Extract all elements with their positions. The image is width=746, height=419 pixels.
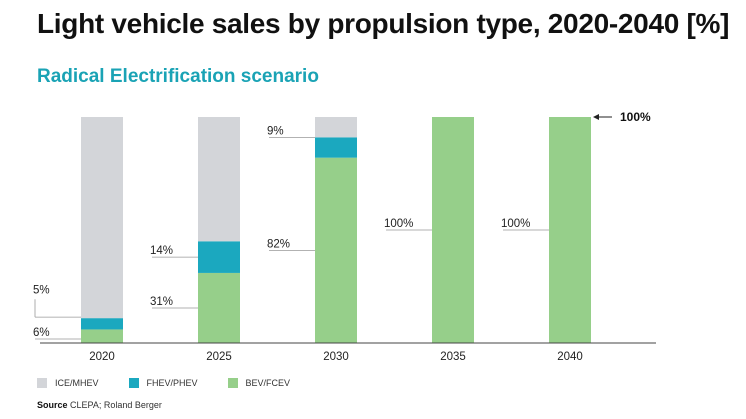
data-label-2025-bev: 31% — [150, 296, 173, 308]
data-label-2035-bev: 100% — [384, 218, 413, 230]
legend-swatch-bev — [227, 378, 238, 388]
legend-item-bev: BEV/FCEV — [227, 378, 291, 388]
legend-label-fhev: FHEV/PHEV — [146, 378, 198, 388]
bar-ice-2020 — [81, 117, 123, 319]
bar-ice-2025 — [198, 117, 240, 242]
data-label-2020-bev: 6% — [33, 327, 50, 339]
x-tick-label-2020: 2020 — [89, 351, 115, 363]
data-label-2020-fhev: 5% — [33, 284, 50, 296]
bar-fhev-2030 — [315, 137, 357, 158]
source-label: Source — [37, 400, 68, 410]
data-label-2030-bev: 82% — [267, 238, 290, 250]
bar-bev-2040 — [549, 117, 591, 343]
source-text: CLEPA; Roland Berger — [70, 400, 162, 410]
legend: ICE/MHEV FHEV/PHEV BEV/FCEV — [37, 378, 320, 388]
data-label-2025-fhev: 14% — [150, 245, 173, 257]
bar-ice-2030 — [315, 117, 357, 138]
x-tick-label-2025: 2025 — [206, 351, 232, 363]
data-label-2040-bev: 100% — [501, 218, 530, 230]
x-tick-label-2030: 2030 — [323, 351, 349, 363]
legend-label-bev: BEV/FCEV — [245, 378, 291, 388]
x-tick-label-2035: 2035 — [440, 351, 466, 363]
bar-fhev-2020 — [81, 318, 123, 330]
x-tick-label-2040: 2040 — [557, 351, 583, 363]
bar-bev-2025 — [198, 272, 240, 343]
reference-label: 100% — [620, 110, 651, 124]
legend-label-ice: ICE/MHEV — [55, 378, 99, 388]
bar-bev-2035 — [432, 117, 474, 343]
reference-arrow-icon — [593, 114, 599, 120]
source-note: Source CLEPA; Roland Berger — [37, 400, 162, 410]
legend-item-fhev: FHEV/PHEV — [128, 378, 198, 388]
bar-bev-2020 — [81, 329, 123, 343]
bar-fhev-2025 — [198, 241, 240, 273]
legend-swatch-ice — [37, 378, 47, 388]
legend-swatch-fhev — [128, 378, 139, 388]
legend-item-ice: ICE/MHEV — [37, 378, 99, 388]
chart-subtitle: Radical Electrification scenario — [37, 66, 319, 87]
bar-bev-2030 — [315, 157, 357, 343]
chart-title: Light vehicle sales by propulsion type, … — [37, 8, 730, 39]
data-label-2030-fhev: 9% — [267, 125, 284, 137]
